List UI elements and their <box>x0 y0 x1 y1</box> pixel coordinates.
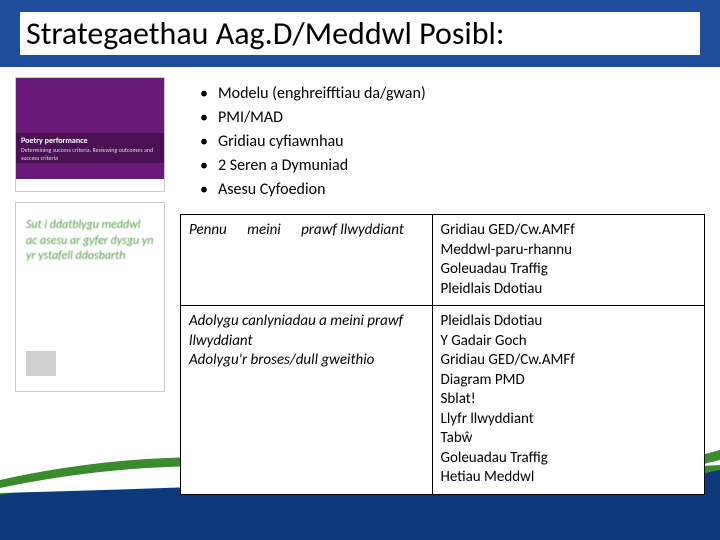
table-row: Pennu meini prawf llwyddiant Gridiau GED… <box>181 215 705 306</box>
thumbnail-welsh: Sut i ddatblygu meddwl ac asesu ar gyfer… <box>15 202 165 392</box>
bullet-item: PMI/MAD <box>200 106 705 130</box>
table-cell-left: Pennu meini prawf llwyddiant <box>181 215 433 306</box>
table-cell-right: Pleidlais Ddotiau Y Gadair Goch Gridiau … <box>432 306 704 495</box>
strategy-table: Pennu meini prawf llwyddiant Gridiau GED… <box>180 214 705 495</box>
bullet-item: 2 Seren a Dymuniad <box>200 154 705 178</box>
cell-text: Pennu meini prawf llwyddiant <box>189 221 424 241</box>
table-cell-left: Adolygu canlyniadau a meini prawf llwydd… <box>181 306 433 495</box>
thumbnail-poetry-sub: Determining success criteria. Reviewing … <box>21 146 159 162</box>
cell-text: Pleidlais Ddotiau Y Gadair Goch Gridiau … <box>441 312 696 488</box>
bullet-item: Asesu Cyfoedion <box>200 178 705 202</box>
thumbnail-poetry-title: Poetry performance <box>21 136 159 146</box>
bullet-item: Gridiau cyfiawnhau <box>200 130 705 154</box>
left-column: Poetry performance Determining success c… <box>15 77 165 495</box>
thumbnail-poetry-band: Poetry performance Determining success c… <box>16 133 164 163</box>
bullet-list: Modelu (enghreifftiau da/gwan) PMI/MAD G… <box>180 77 705 214</box>
thumbnail-poetry-footer <box>16 179 164 191</box>
cell-text: Adolygu canlyniadau a meini prawf llwydd… <box>189 312 424 371</box>
bullet-item: Modelu (enghreifftiau da/gwan) <box>200 82 705 106</box>
cell-text: Gridiau GED/Cw.AMFf Meddwl-paru-rhannu G… <box>441 221 696 299</box>
content-area: Poetry performance Determining success c… <box>0 67 720 505</box>
thumbnail-welsh-crest <box>26 351 56 376</box>
title-bar: Strategaethau Aag.D/Meddwl Posibl: <box>0 0 720 67</box>
slide-title: Strategaethau Aag.D/Meddwl Posibl: <box>20 12 700 55</box>
table-cell-right: Gridiau GED/Cw.AMFf Meddwl-paru-rhannu G… <box>432 215 704 306</box>
table-row: Adolygu canlyniadau a meini prawf llwydd… <box>181 306 705 495</box>
right-column: Modelu (enghreifftiau da/gwan) PMI/MAD G… <box>180 77 705 495</box>
thumbnail-welsh-text: Sut i ddatblygu meddwl ac asesu ar gyfer… <box>26 218 154 265</box>
thumbnail-poetry: Poetry performance Determining success c… <box>15 77 165 192</box>
